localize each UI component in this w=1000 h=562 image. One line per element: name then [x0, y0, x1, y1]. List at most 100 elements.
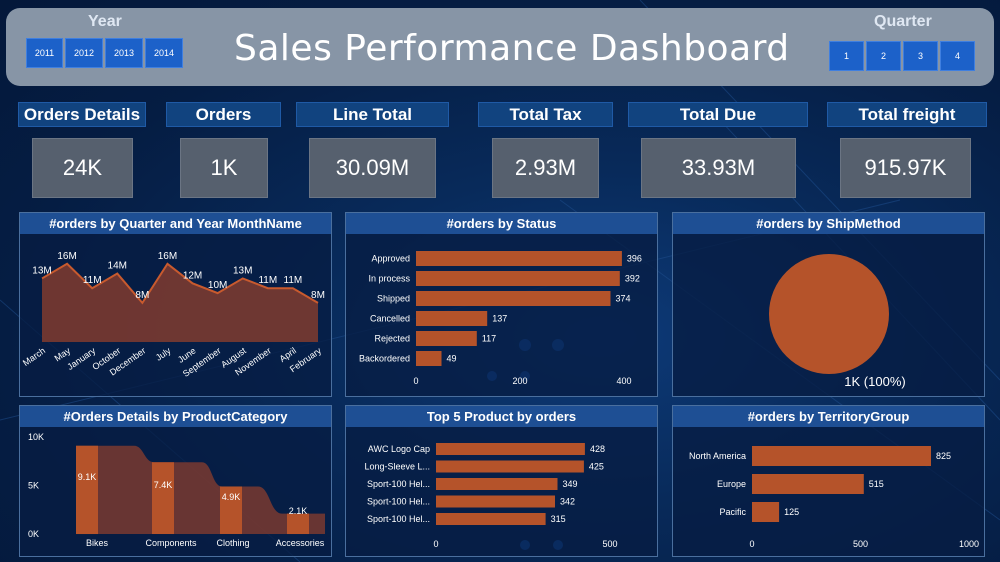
- x-tick-label: 0: [749, 539, 754, 549]
- quarter-slicer: 1 2 3 4: [829, 41, 975, 71]
- panel-title-top5-products: Top 5 Product by orders: [346, 406, 657, 427]
- category-label: AWC Logo Cap: [368, 444, 430, 454]
- kpi-label-total-tax: Total Tax: [478, 102, 613, 127]
- panel-title-orders-by-month: #orders by Quarter and Year MonthName: [20, 213, 331, 234]
- category-label: Sport-100 Hel...: [367, 479, 430, 489]
- x-tick-label: 200: [512, 376, 527, 386]
- panel-title-orders-by-territory: #orders by TerritoryGroup: [673, 406, 984, 427]
- x-tick-label: 1000: [959, 539, 979, 549]
- bar: [436, 460, 584, 473]
- kpi-value-orders-details: 24K: [32, 138, 133, 198]
- bar: [436, 495, 555, 508]
- data-label: 342: [560, 497, 575, 507]
- kpi-value-orders: 1K: [180, 138, 268, 198]
- chart-orders-details-by-category: 10K 5K 0K 9.1K Bikes 7.4K Components 4.9K Clothi…: [28, 432, 325, 548]
- data-label: 14M: [108, 261, 127, 272]
- category-label: Europe: [717, 479, 746, 489]
- chart-top5-products: AWC Logo Cap 428 Long-Sleeve L... 425 Sport-…: [364, 443, 618, 549]
- panel-orders-by-status: #orders by Status Approved 396 In process 3…: [345, 212, 658, 397]
- area-line: [41, 262, 319, 305]
- header-bar: Year 2011 2012 2013 2014 Sales Performan…: [6, 8, 994, 86]
- kpi-label-total-due: Total Due: [628, 102, 808, 127]
- category-label: Rejected: [374, 334, 410, 344]
- page-title: Sales Performance Dashboard: [234, 28, 790, 69]
- panel-top5-products: Top 5 Product by orders AWC Logo Cap 428 L…: [345, 405, 658, 557]
- bar: [416, 331, 477, 346]
- category-label: Sport-100 Hel...: [367, 514, 430, 524]
- area-fill: [42, 263, 318, 342]
- x-tick-label: Bikes: [86, 538, 109, 548]
- year-button-2013[interactable]: 2013: [105, 38, 143, 68]
- data-label: 137: [492, 314, 507, 324]
- bar: [287, 513, 309, 535]
- quarter-button-4[interactable]: 4: [940, 41, 975, 71]
- year-button-2011[interactable]: 2011: [26, 38, 63, 68]
- y-tick-label: 0K: [28, 529, 39, 539]
- ribbon-area: [76, 445, 325, 534]
- data-label: 349: [562, 479, 577, 489]
- chart-orders-by-territory: North America 825 Europe 515 Pacific 125 0 500 1…: [689, 446, 979, 549]
- quarter-slicer-title: Quarter: [874, 13, 932, 30]
- bar: [752, 474, 864, 494]
- category-label: Approved: [371, 254, 410, 264]
- quarter-button-2[interactable]: 2: [866, 41, 901, 71]
- data-label: 392: [625, 274, 640, 284]
- category-label: Pacific: [719, 507, 746, 517]
- panel-orders-details-by-category: #Orders Details by ProductCategory 10K 5K…: [19, 405, 332, 557]
- quarter-button-3[interactable]: 3: [903, 41, 938, 71]
- data-label: 396: [627, 254, 642, 264]
- kpi-label-line-total: Line Total: [296, 102, 449, 127]
- x-tick-label: Clothing: [216, 538, 249, 548]
- data-label: 125: [784, 507, 799, 517]
- quarter-button-1[interactable]: 1: [829, 41, 864, 71]
- bar: [416, 271, 620, 286]
- data-label: 49: [446, 354, 456, 364]
- x-tick-label: 400: [616, 376, 631, 386]
- bar: [436, 443, 585, 455]
- data-label: 13M: [32, 265, 51, 276]
- x-tick-label: 0: [413, 376, 418, 386]
- data-label: 1K (100%): [844, 374, 905, 389]
- kpi-value-total-tax: 2.93M: [492, 138, 599, 198]
- bar: [416, 291, 611, 306]
- data-label: 315: [551, 514, 566, 524]
- data-label: 425: [589, 462, 604, 472]
- data-label: 11M: [284, 275, 303, 286]
- data-label: 16M: [158, 251, 177, 262]
- bar: [416, 351, 442, 366]
- bar: [416, 311, 488, 326]
- data-label: 4.9K: [222, 492, 241, 502]
- kpi-label-total-freight: Total freight: [827, 102, 987, 127]
- data-label: 9.1K: [78, 472, 97, 482]
- panel-title-orders-by-shipmethod: #orders by ShipMethod: [673, 213, 984, 234]
- data-label: 2.1K: [289, 506, 308, 516]
- bar: [416, 251, 622, 266]
- chart-orders-by-status: Approved 396 In process 392 Shipped 374 Cancel…: [359, 251, 642, 386]
- kpi-value-total-freight: 915.97K: [840, 138, 971, 198]
- data-label: 7.4K: [154, 480, 173, 490]
- y-tick-label: 10K: [28, 432, 44, 442]
- panel-title-orders-details-by-category: #Orders Details by ProductCategory: [20, 406, 331, 427]
- x-tick-label: 500: [853, 539, 868, 549]
- data-label: 16M: [57, 251, 76, 262]
- bar: [152, 462, 174, 535]
- chart-orders-by-shipmethod: 1K (100%): [769, 254, 906, 389]
- bar: [220, 486, 242, 534]
- data-label: 12M: [183, 270, 202, 281]
- data-label: 13M: [233, 265, 252, 276]
- category-label: North America: [689, 451, 746, 461]
- panel-orders-by-month: #orders by Quarter and Year MonthName 13…: [19, 212, 332, 397]
- data-label: 825: [936, 451, 951, 461]
- kpi-value-line-total: 30.09M: [309, 138, 436, 198]
- kpi-label-orders-details: Orders Details: [18, 102, 146, 127]
- data-label: 8M: [311, 290, 325, 301]
- year-button-2014[interactable]: 2014: [145, 38, 183, 68]
- panel-title-orders-by-status: #orders by Status: [346, 213, 657, 234]
- panel-orders-by-territory: #orders by TerritoryGroup North America 8…: [672, 405, 985, 557]
- x-tick-label: Components: [145, 538, 197, 548]
- kpi-value-total-due: 33.93M: [641, 138, 796, 198]
- data-label: 11M: [258, 275, 277, 286]
- category-label: Shipped: [377, 294, 410, 304]
- x-tick-label: July: [154, 345, 173, 363]
- year-button-2012[interactable]: 2012: [65, 38, 103, 68]
